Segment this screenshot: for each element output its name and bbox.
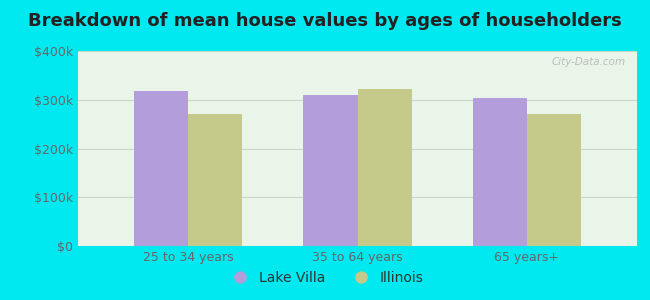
Bar bbox=[358, 88, 411, 246]
Bar bbox=[304, 95, 358, 246]
Text: Breakdown of mean house values by ages of householders: Breakdown of mean house values by ages o… bbox=[28, 12, 622, 30]
Bar bbox=[527, 114, 581, 246]
Bar bbox=[188, 114, 242, 246]
Text: City-Data.com: City-Data.com bbox=[552, 57, 626, 67]
Bar bbox=[473, 98, 527, 246]
Legend: Lake Villa, Illinois: Lake Villa, Illinois bbox=[220, 265, 430, 290]
Bar bbox=[134, 91, 188, 246]
